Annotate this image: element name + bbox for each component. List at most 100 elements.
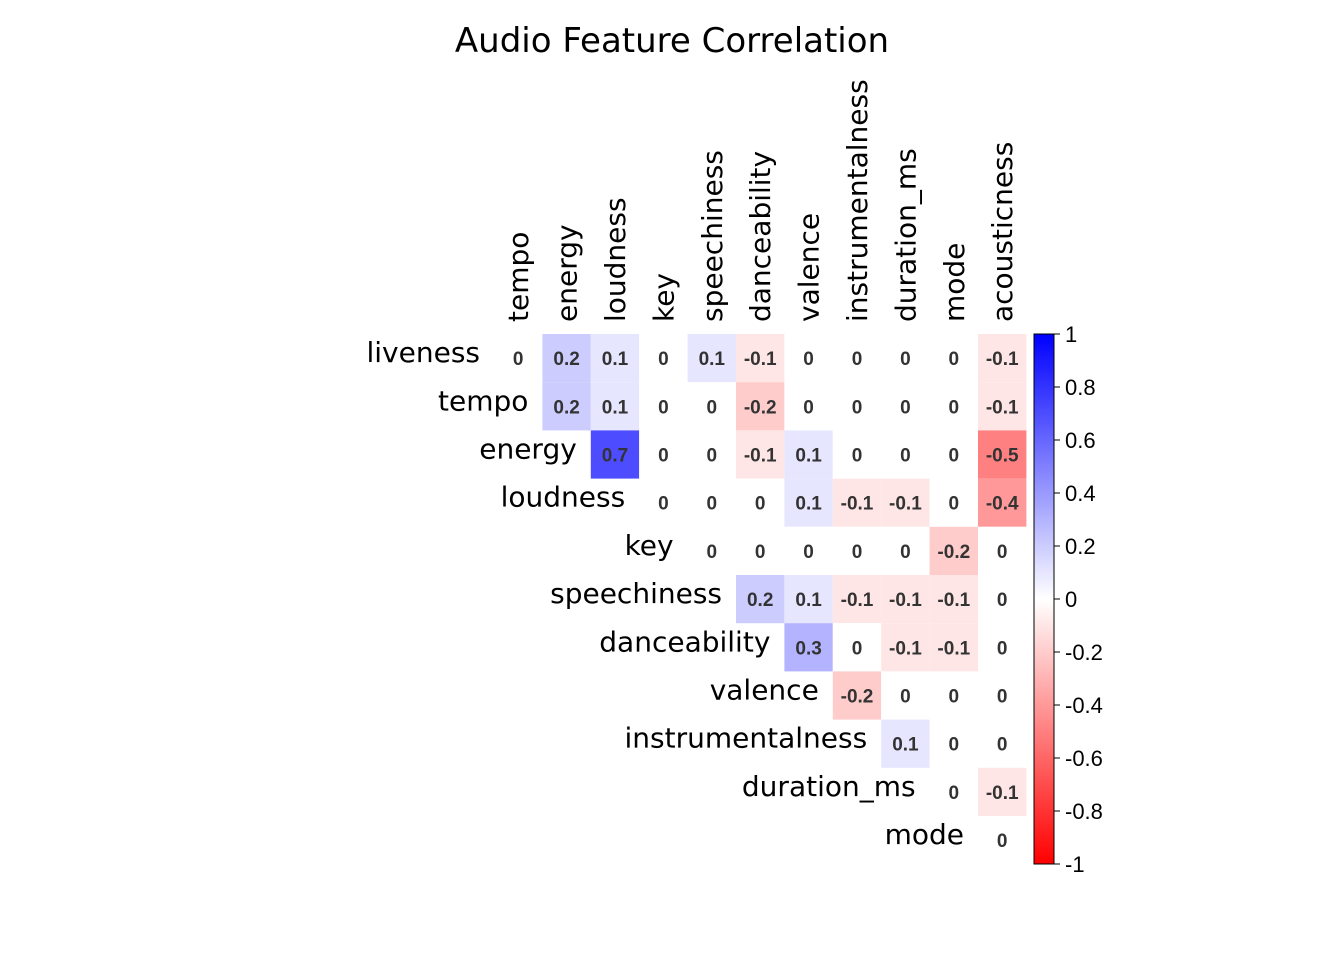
heatmap-cell [978,478,1027,527]
cell-value-label: 0 [949,446,960,467]
cell-value-label: 0.1 [699,349,726,370]
heatmap-cell [978,575,1027,624]
heatmap-cell [639,334,688,383]
heatmap-cell [832,382,882,431]
column-label: speechiness [696,150,729,322]
heatmap-cell [978,767,1027,816]
heatmap-cell [832,671,882,720]
heatmap-cell [929,719,978,768]
colorbar-tick-label: -0.8 [1065,799,1103,824]
colorbar-tick-label: -0.4 [1065,693,1103,718]
heatmap-cell [929,623,978,672]
cell-value-label: 0 [755,494,766,515]
heatmap-cell [929,575,978,624]
cell-value-label: -0.2 [937,542,970,563]
column-label: danceability [744,151,777,322]
cell-value-label: 0 [658,494,669,515]
cell-value-label: 0.1 [795,590,822,611]
heatmap-cell [978,430,1027,479]
column-label: acousticness [986,142,1019,322]
cell-value-label: -0.1 [889,590,922,611]
colorbar-tick-label: -0.6 [1065,746,1103,771]
cell-value-label: 0 [949,349,960,370]
cell-value-label: -0.1 [841,590,874,611]
cell-value-label: -0.1 [744,446,777,467]
row-labels: liveness tempo energy loudness key speechines… [366,336,964,851]
heatmap-cell [687,478,736,527]
row-label: energy [479,433,577,466]
cell-value-label: 0 [900,446,911,467]
cell-value-label: -0.2 [744,397,777,418]
cell-value-label: 0 [707,494,718,515]
cell-value-label: 0 [658,397,669,418]
cell-value-label: 0 [803,397,814,418]
heatmap-cell [590,382,640,431]
cell-value-label: 0 [707,446,718,467]
heatmap-cell [929,767,978,816]
row-label: duration_ms [742,770,916,803]
colorbar-tick-label: 0.6 [1065,428,1096,453]
cell-value-label: -0.5 [986,446,1019,467]
cell-value-label: 0 [997,687,1008,708]
column-label: tempo [502,232,535,322]
row-label: danceability [599,625,770,658]
cell-value-label: 0 [852,397,863,418]
heatmap-cell [687,334,736,383]
cell-value-label: -0.1 [937,638,970,659]
column-label: duration_ms [889,148,922,322]
heatmap-cell [881,430,930,479]
colorbar-tick-label: 0 [1065,587,1077,612]
cell-value-label: 0 [900,542,911,563]
heatmap-cell [832,334,882,383]
heatmap-cell [978,623,1027,672]
row-label: mode [885,818,964,851]
heatmap-cell [978,526,1027,575]
heatmap-cell [978,334,1027,383]
cell-value-label: -0.1 [841,494,874,515]
heatmap-cell [736,478,785,527]
cell-value-label: 0 [997,590,1008,611]
cell-value-label: 0 [513,349,524,370]
heatmap-cell [929,430,978,479]
cell-value-label: 0 [997,831,1008,852]
heatmap-cell [639,478,688,527]
heatmap-cell [881,719,930,768]
heatmap-cell [929,478,978,527]
heatmap-cell [832,575,882,624]
column-label: key [647,273,680,322]
heatmap-cell [881,671,930,720]
cell-value-label: 0 [852,349,863,370]
heatmap-cell [784,478,833,527]
heatmap-cell [639,382,688,431]
cell-value-label: -0.1 [986,783,1019,804]
row-label: valence [710,674,819,707]
cell-value-label: 0.2 [747,590,773,611]
cell-value-label: -0.1 [937,590,970,611]
heatmap-cell [736,382,785,431]
cell-value-label: 0 [997,638,1008,659]
cell-value-label: 0.1 [795,494,822,515]
cell-value-label: 0 [658,349,669,370]
colorbar-tick-label: 0.8 [1065,375,1096,400]
heatmap-cell [832,526,882,575]
cell-value-label: 0.1 [602,349,629,370]
heatmap-cell [929,526,978,575]
heatmap-cells: 0 0.2 0.1 0 0.1 -0.1 0 0 0 0 -0.1 0.2 0.1 0 0 -0.2 0 0 0 0 -… [494,334,1027,865]
cell-value-label: 0 [949,783,960,804]
column-label: instrumentalness [841,79,874,322]
colorbar-tick-label: 0.2 [1065,534,1096,559]
cell-value-label: -0.1 [744,349,777,370]
cell-value-label: 0 [900,687,911,708]
heatmap-cell [832,478,882,527]
cell-value-label: 0 [852,446,863,467]
heatmap-cell [832,430,882,479]
column-label: loudness [599,197,632,322]
cell-value-label: 0 [755,542,766,563]
colorbar-tick-label: -0.2 [1065,640,1103,665]
heatmap-cell [978,382,1027,431]
cell-value-label: 0 [803,542,814,563]
heatmap-cell [542,334,591,383]
heatmap-cell [881,526,930,575]
cell-value-label: 0.2 [553,349,579,370]
heatmap-cell [784,623,833,672]
